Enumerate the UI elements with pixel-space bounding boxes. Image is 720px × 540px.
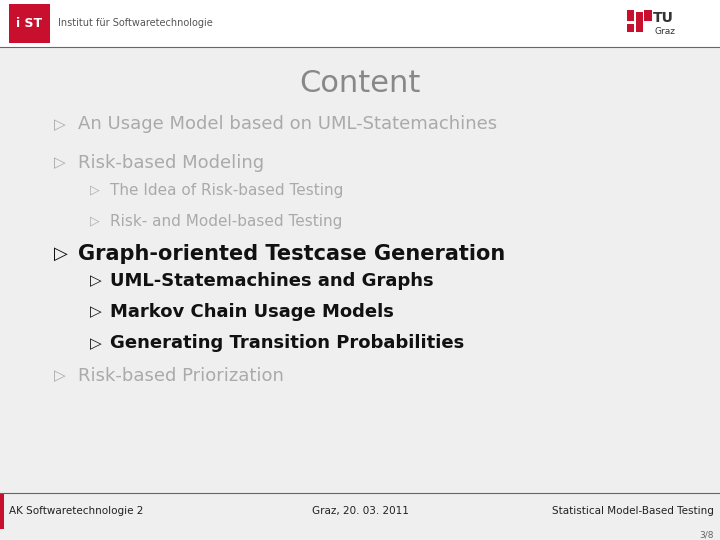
Text: Content: Content	[300, 69, 420, 98]
Text: ▷: ▷	[54, 156, 66, 171]
Text: ▷: ▷	[90, 273, 102, 288]
Text: Graz, 20. 03. 2011: Graz, 20. 03. 2011	[312, 506, 408, 516]
Text: ▷: ▷	[90, 215, 99, 228]
Bar	[0, 0, 720, 47]
Text: An Usage Model based on UML-Statemachines: An Usage Model based on UML-Statemachine…	[78, 115, 497, 133]
Text: ▷: ▷	[54, 117, 66, 132]
Text: Generating Transition Probabilities: Generating Transition Probabilities	[110, 334, 464, 353]
Text: AK Softwaretechnologie 2: AK Softwaretechnologie 2	[9, 506, 143, 516]
Text: 3/8: 3/8	[700, 530, 714, 539]
Text: Markov Chain Usage Models: Markov Chain Usage Models	[110, 303, 394, 321]
Text: Institut für Softwaretechnologie: Institut für Softwaretechnologie	[58, 18, 212, 29]
Text: Risk- and Model-based Testing: Risk- and Model-based Testing	[110, 214, 343, 229]
Text: ▷: ▷	[90, 184, 99, 197]
Text: Graz: Graz	[654, 27, 675, 36]
Text: ▷: ▷	[90, 336, 102, 351]
Text: Risk-based Modeling: Risk-based Modeling	[78, 154, 264, 172]
Bar	[9, 4, 50, 43]
Bar	[644, 10, 652, 21]
Bar	[0, 493, 4, 529]
Text: i ST: i ST	[17, 17, 42, 30]
Text: Risk-based Priorization: Risk-based Priorization	[78, 367, 284, 385]
Text: Graph-oriented Testcase Generation: Graph-oriented Testcase Generation	[78, 244, 505, 264]
Text: ▷: ▷	[90, 305, 102, 320]
Bar	[636, 12, 643, 32]
Bar	[627, 24, 634, 32]
Text: ▷: ▷	[54, 368, 66, 383]
Text: UML-Statemachines and Graphs: UML-Statemachines and Graphs	[110, 272, 433, 290]
Text: The Idea of Risk-based Testing: The Idea of Risk-based Testing	[110, 183, 343, 198]
Text: ▷: ▷	[54, 245, 68, 263]
Text: Statistical Model-Based Testing: Statistical Model-Based Testing	[552, 506, 714, 516]
Bar	[627, 10, 634, 21]
Text: TU: TU	[653, 11, 674, 25]
